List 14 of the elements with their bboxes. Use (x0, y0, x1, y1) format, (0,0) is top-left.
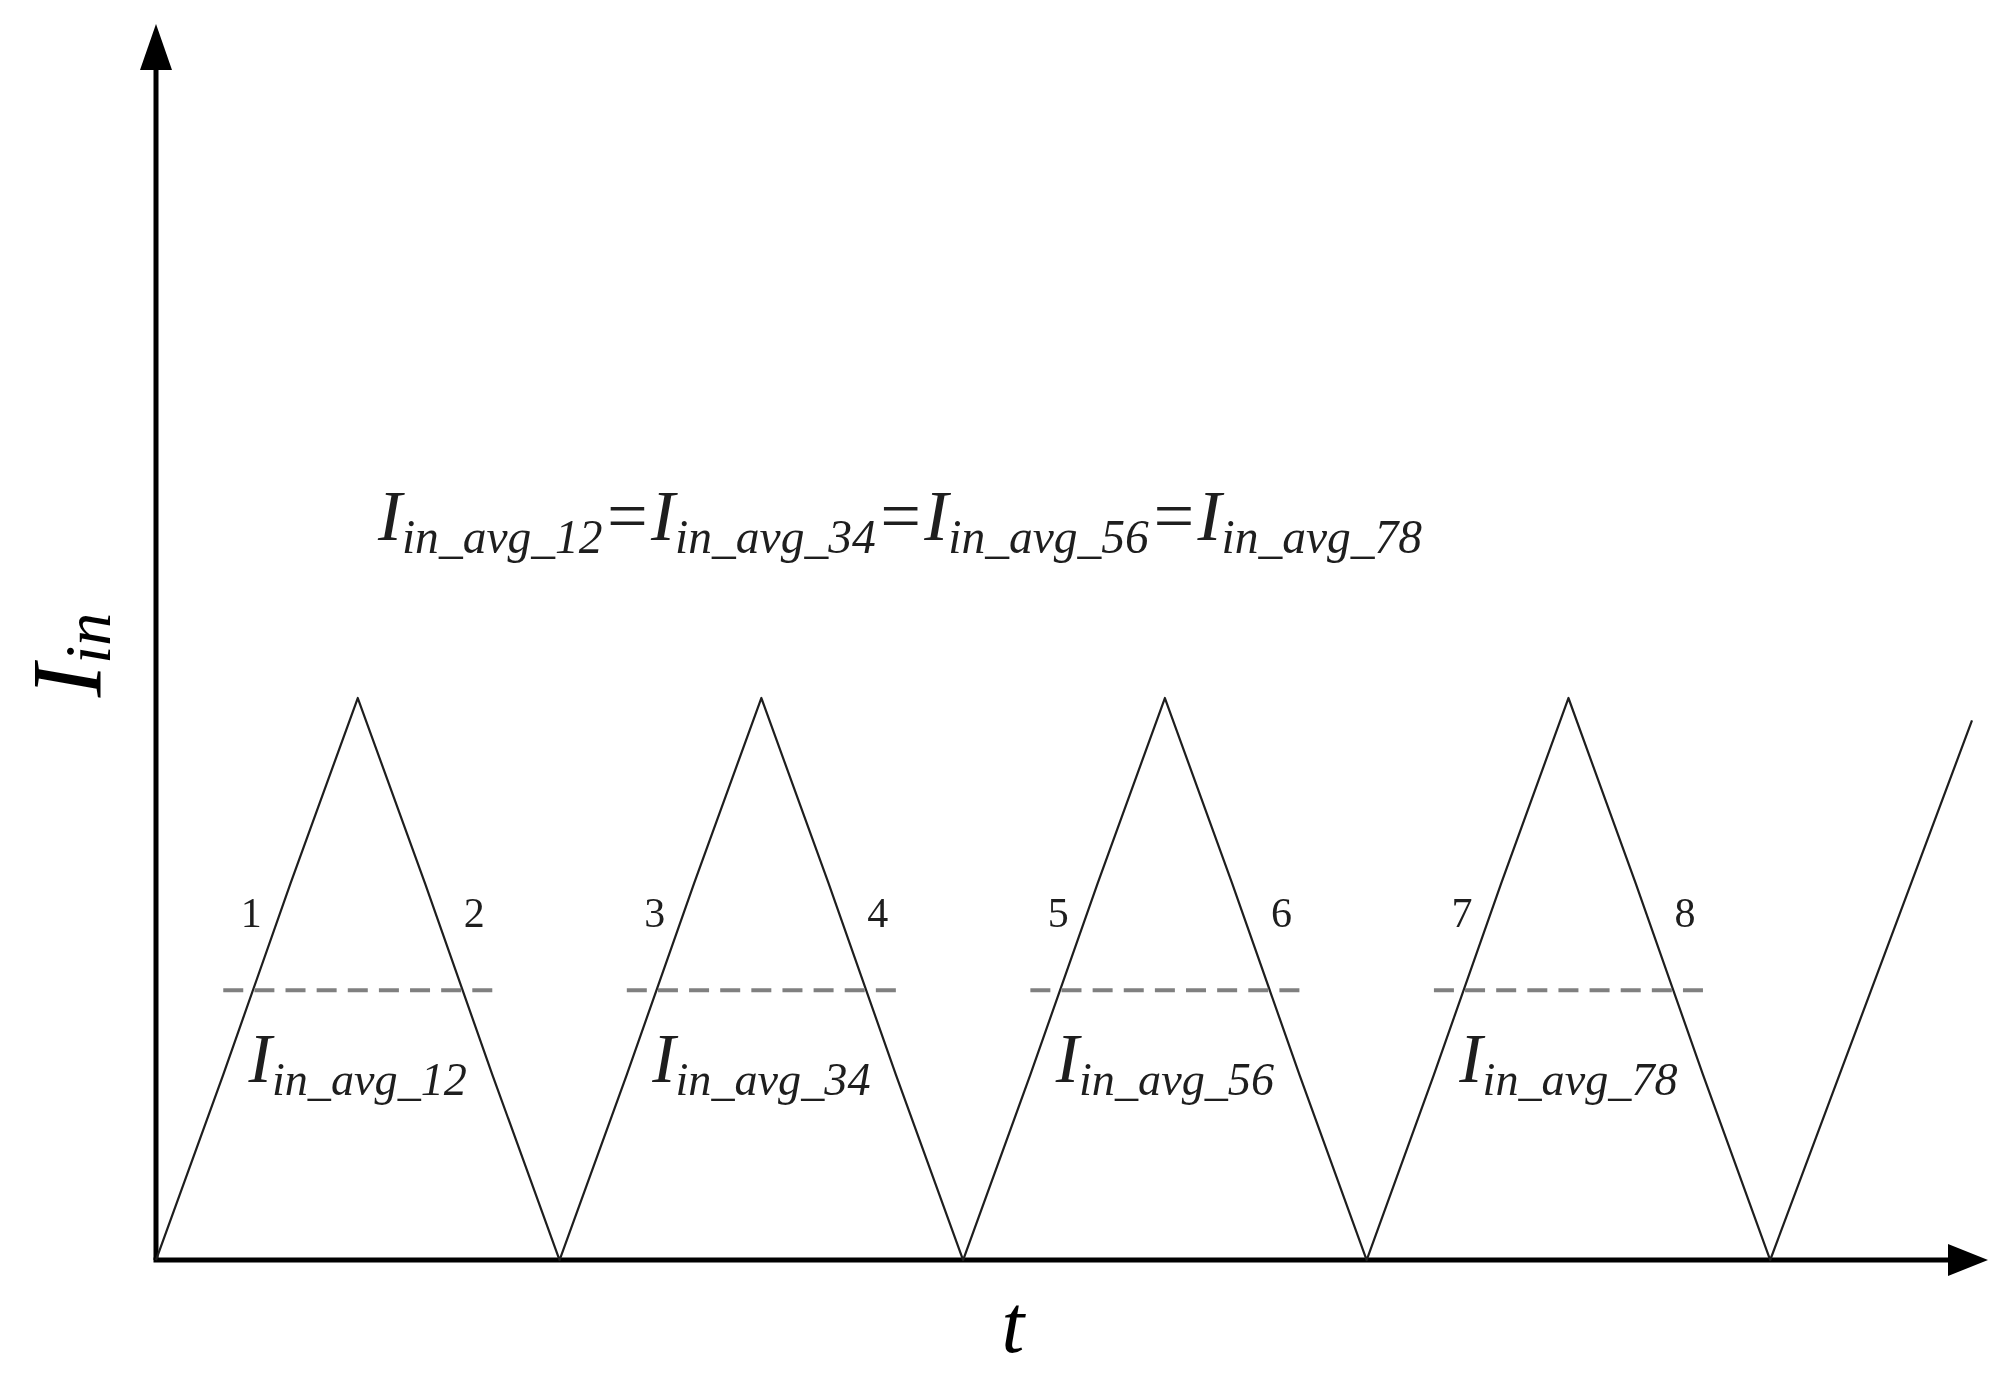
annotation: 1 (240, 890, 262, 937)
text: I$_{in_avg_12}$=I$_{in_avg_34}$=I$_{in_avg_56}$=I$_{in_avg_78}$ (376, 476, 1423, 563)
annotation: 4 (867, 890, 889, 937)
series-label: I$_{in_avg_56}$ (1054, 1020, 1275, 1105)
x-axis-title: t (1001, 1279, 1027, 1370)
series-label: I$_{in_avg_78}$ (1458, 1020, 1678, 1105)
series-label: I$_{in_avg_12}$ (247, 1020, 467, 1105)
annotation: 8 (1674, 890, 1696, 937)
annotation: 6 (1270, 890, 1292, 937)
annotation: 2 (463, 890, 485, 937)
annotation: 7 (1451, 890, 1473, 937)
series-label: I$_{in_avg_34}$ (651, 1020, 871, 1105)
annotation: 3 (644, 890, 666, 937)
annotation: 5 (1047, 890, 1069, 937)
